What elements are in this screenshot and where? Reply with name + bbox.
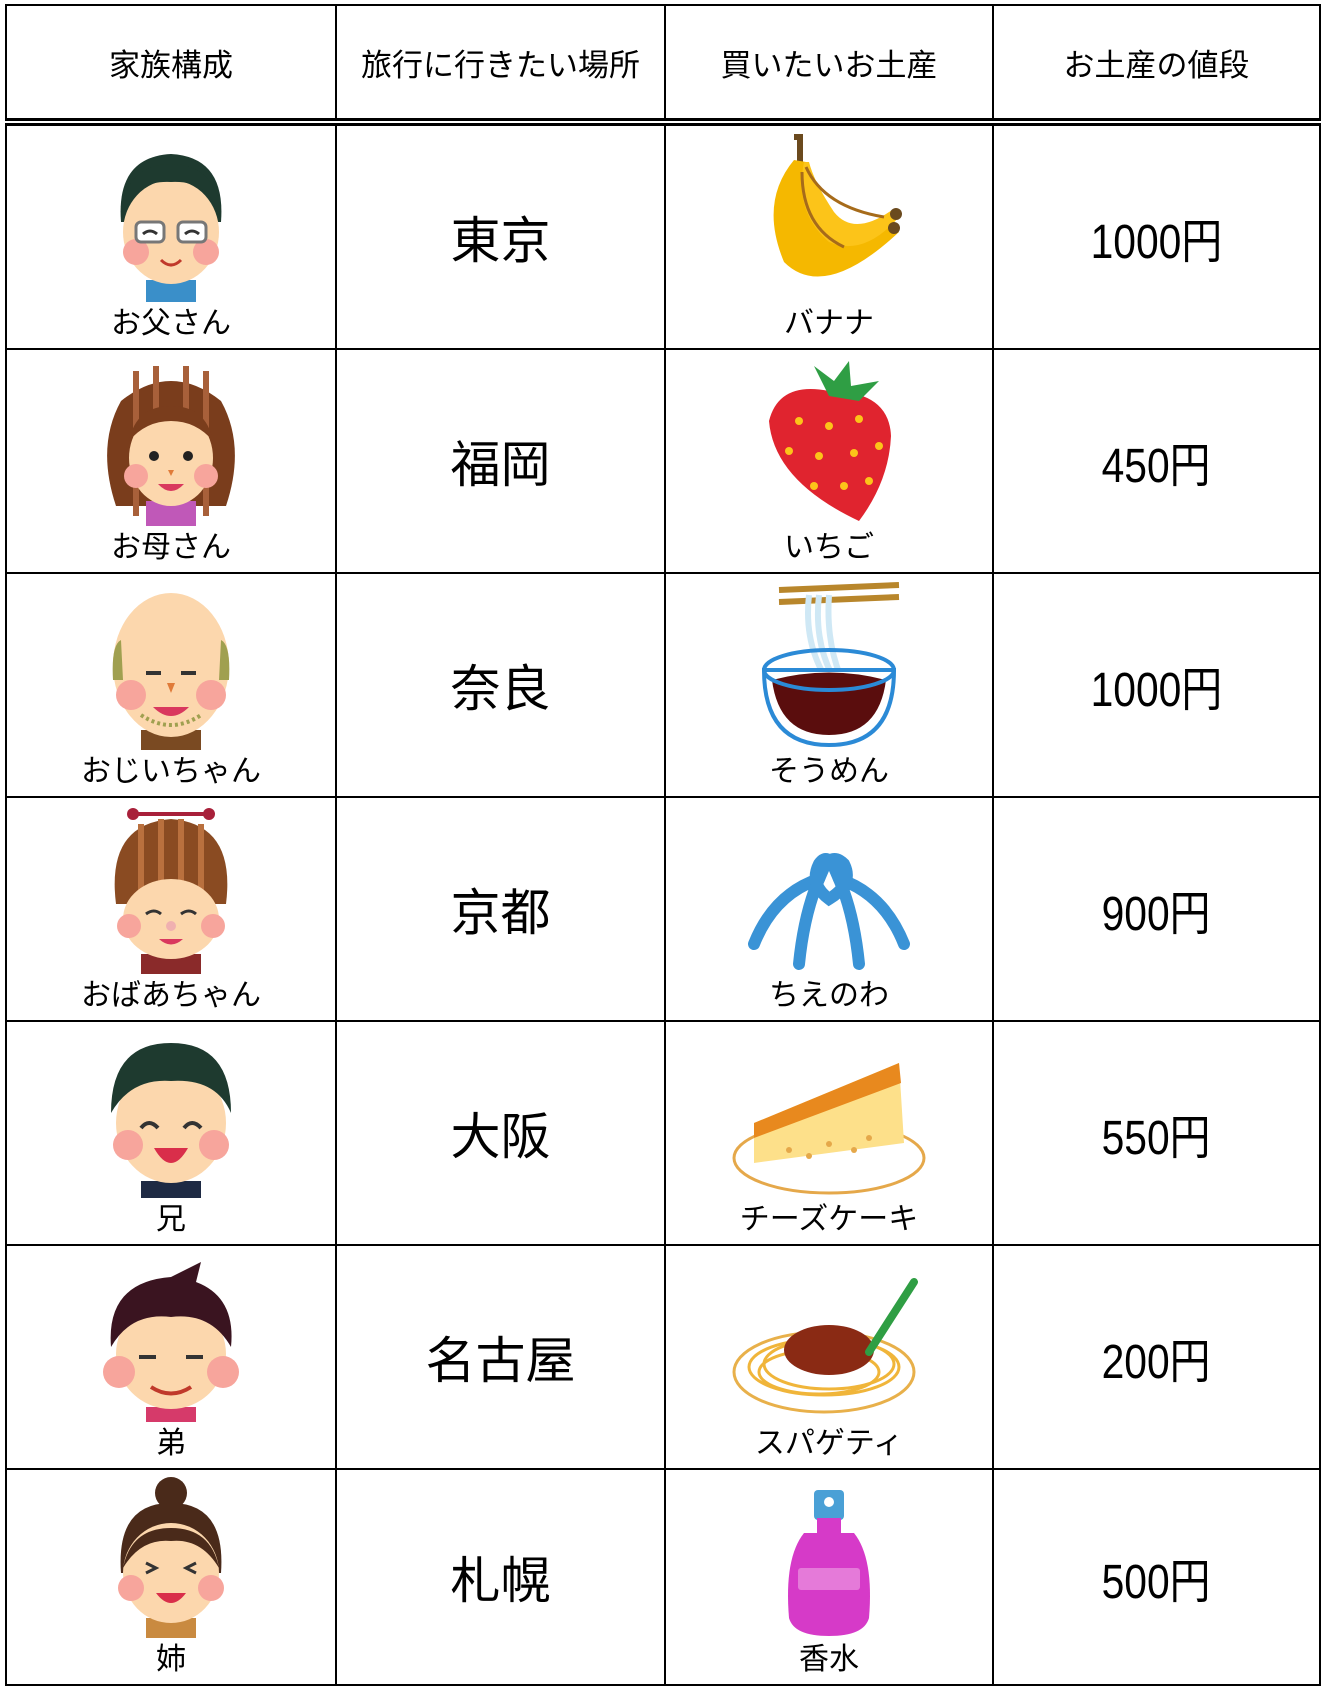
place: 東京 xyxy=(450,212,551,270)
price: 200円 xyxy=(1102,1336,1211,1389)
souvenir-cell: スパゲティ xyxy=(664,1244,994,1470)
family-table: 家族構成 旅行に行きたい場所 買いたいお土産 お土産の値段 お父さん 東京 xyxy=(5,4,1321,1686)
place-cell: 奈良 xyxy=(335,572,666,798)
member-name: お父さん xyxy=(111,306,231,341)
souvenir-cell: 香水 xyxy=(664,1468,994,1686)
grandfather-icon xyxy=(112,593,230,750)
place-cell: 東京 xyxy=(335,121,666,350)
place-cell: 札幌 xyxy=(335,1468,666,1686)
header-cell: お土産の値段 xyxy=(992,4,1321,126)
souvenir-cell: いちご xyxy=(664,348,994,574)
somen-icon xyxy=(761,582,900,748)
cheesecake-icon xyxy=(732,1063,926,1195)
member-name: 兄 xyxy=(156,1202,186,1237)
souvenir-name: ちえのわ xyxy=(769,978,889,1013)
place: 福岡 xyxy=(450,436,551,494)
price: 550円 xyxy=(1102,1112,1211,1165)
perfume-icon xyxy=(788,1490,870,1636)
row: お父さん 東京 バナナ 1000円 xyxy=(5,121,1321,350)
price: 1000円 xyxy=(1090,664,1223,717)
member-name: 姉 xyxy=(156,1642,186,1677)
member-cell: お母さん xyxy=(5,348,337,574)
place-cell: 名古屋 xyxy=(335,1244,666,1470)
place: 京都 xyxy=(450,884,551,942)
older-sister-icon xyxy=(118,1477,224,1638)
strawberry-icon xyxy=(769,361,891,521)
price: 500円 xyxy=(1102,1556,1211,1609)
souvenir-name: バナナ xyxy=(784,306,874,341)
mother-icon xyxy=(107,366,235,526)
souvenir-name: そうめん xyxy=(769,754,889,789)
souvenir-name: チーズケーキ xyxy=(739,1202,919,1237)
father-icon xyxy=(120,154,222,302)
member-name: おばあちゃん xyxy=(81,978,261,1013)
place: 札幌 xyxy=(450,1552,551,1610)
place-cell: 京都 xyxy=(335,796,666,1022)
member-name: お母さん xyxy=(111,530,231,565)
row: 姉 札幌 香水 500円 xyxy=(5,1468,1321,1686)
header-cell: 家族構成 xyxy=(5,4,337,126)
header-cell: 買いたいお土産 xyxy=(664,4,994,126)
place-cell: 福岡 xyxy=(335,348,666,574)
banana-icon xyxy=(773,134,902,277)
souvenir-cell: チーズケーキ xyxy=(664,1020,994,1246)
price: 450円 xyxy=(1102,440,1211,493)
price-cell: 200円 xyxy=(992,1244,1321,1470)
souvenir-cell: そうめん xyxy=(664,572,994,798)
row: 弟 名古屋 スパゲティ 200円 xyxy=(5,1244,1321,1470)
member-cell: おじいちゃん xyxy=(5,572,337,798)
souvenir-cell: ちえのわ xyxy=(664,796,994,1022)
member-cell: 兄 xyxy=(5,1020,337,1246)
header-cell: 旅行に行きたい場所 xyxy=(335,4,666,126)
price-cell: 550円 xyxy=(992,1020,1321,1246)
place: 大阪 xyxy=(450,1108,551,1166)
price-cell: 450円 xyxy=(992,348,1321,574)
price-cell: 500円 xyxy=(992,1468,1321,1686)
souvenir-cell: バナナ xyxy=(664,121,994,350)
spaghetti-icon xyxy=(732,1278,918,1414)
price-cell: 1000円 xyxy=(992,121,1321,350)
younger-brother-icon xyxy=(103,1262,239,1422)
souvenir-name: スパゲティ xyxy=(754,1426,904,1461)
member-name: おじいちゃん xyxy=(81,754,261,789)
chienowa-icon xyxy=(748,853,910,970)
row: 兄 大阪 チーズケーキ 550円 xyxy=(5,1020,1321,1246)
price: 900円 xyxy=(1102,888,1211,941)
place: 名古屋 xyxy=(425,1332,576,1390)
member-cell: おばあちゃん xyxy=(5,796,337,1022)
place: 奈良 xyxy=(450,660,551,718)
price-cell: 900円 xyxy=(992,796,1321,1022)
souvenir-name: いちご xyxy=(784,530,874,565)
souvenir-name: 香水 xyxy=(799,1642,859,1677)
header-row: 家族構成 旅行に行きたい場所 買いたいお土産 お土産の値段 xyxy=(5,4,1321,126)
older-brother-icon xyxy=(111,1043,231,1198)
price: 1000円 xyxy=(1090,216,1223,269)
price-cell: 1000円 xyxy=(992,572,1321,798)
grandmother-icon xyxy=(114,808,228,974)
place-cell: 大阪 xyxy=(335,1020,666,1246)
member-name: 弟 xyxy=(156,1426,186,1461)
row: おばあちゃん 京都 ちえのわ 900円 xyxy=(5,796,1321,1022)
row: お母さん 福岡 いちご 450円 xyxy=(5,348,1321,574)
member-cell: 姉 xyxy=(5,1468,337,1686)
member-cell: 弟 xyxy=(5,1244,337,1470)
member-cell: お父さん xyxy=(5,121,337,350)
row: おじいちゃん 奈良 そうめん 1000円 xyxy=(5,572,1321,798)
